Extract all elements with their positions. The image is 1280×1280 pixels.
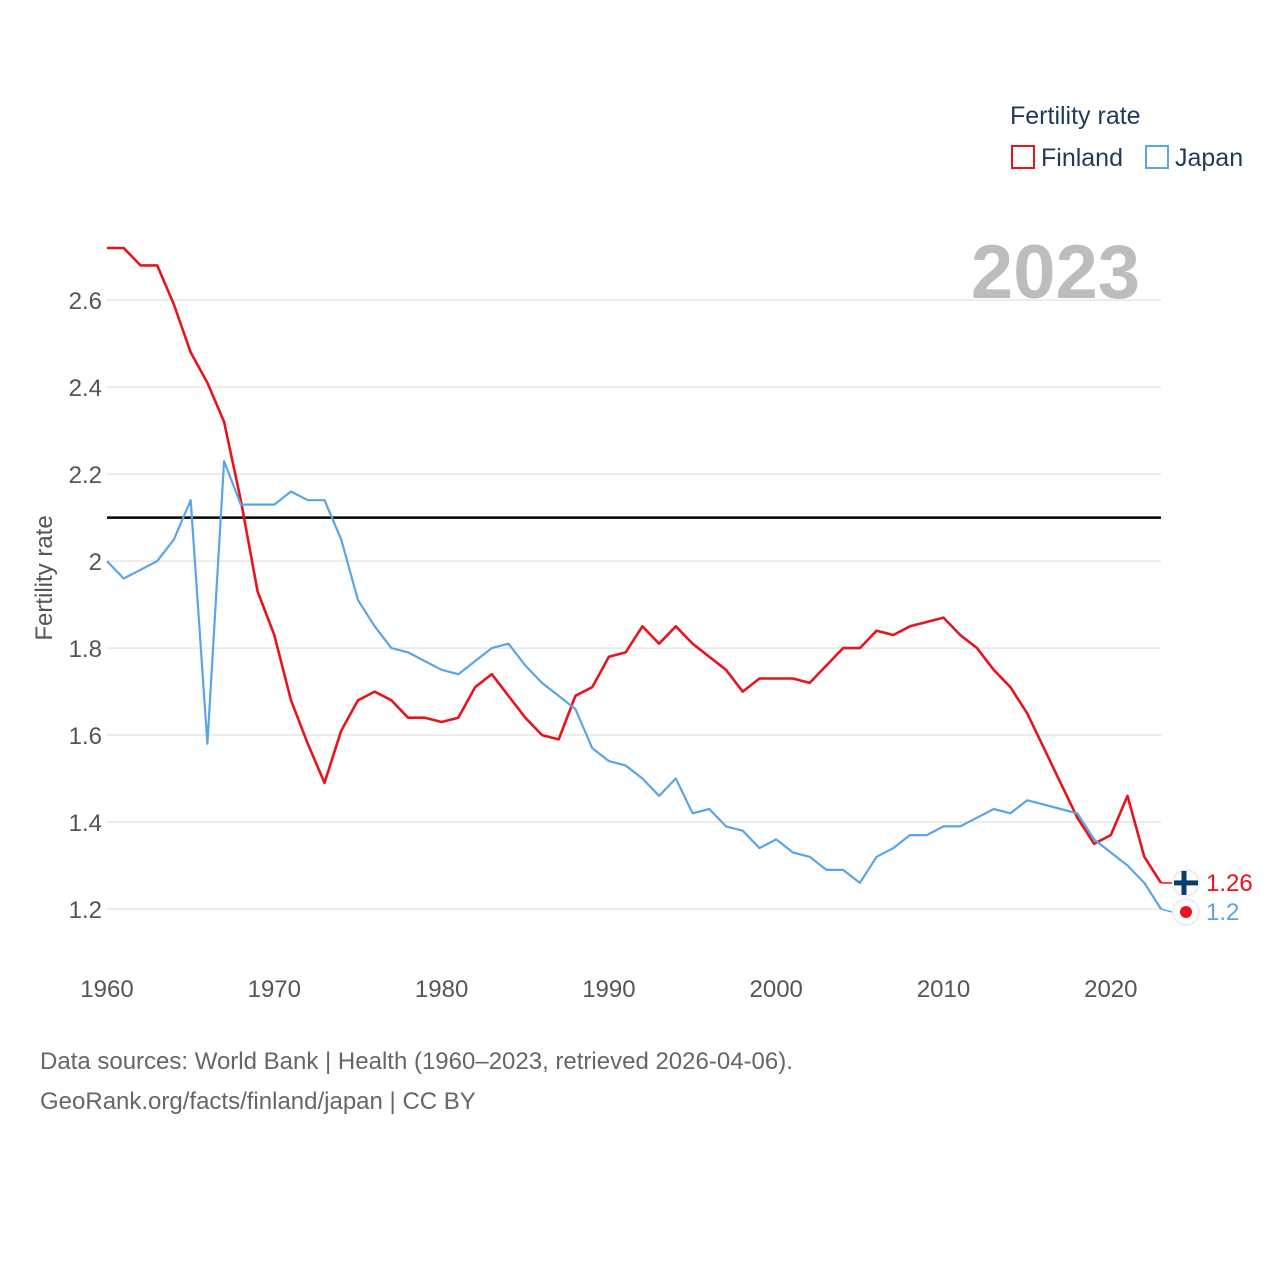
- legend-swatch-finland: [1011, 145, 1035, 169]
- series-end-markers: 1.26 1.2: [1172, 868, 1253, 926]
- series-line-finland[interactable]: [107, 246, 1163, 884]
- y-axis-title: Fertility rate: [31, 515, 58, 640]
- japan-end-connector: [1160, 908, 1173, 913]
- fertility-chart: 1.2 1.4 1.6 1.8 2 2.2 2.4 2.6 1960 1970 1980 1990 2…: [31, 102, 1253, 1003]
- y-tick-label: 2.2: [69, 462, 102, 489]
- x-tick-label: 1960: [80, 976, 133, 1003]
- source-line: Data sources: World Bank | Health (1960–…: [40, 1048, 793, 1075]
- y-tick-label: 2: [89, 549, 102, 576]
- y-tick-label: 1.8: [69, 636, 102, 663]
- y-tick-label: 1.2: [69, 897, 102, 924]
- x-tick-label: 1990: [582, 976, 635, 1003]
- series-lines: [106, 246, 1173, 913]
- source-footer: Data sources: World Bank | Health (1960–…: [40, 1042, 793, 1122]
- legend-label-finland[interactable]: Finland: [1041, 144, 1123, 172]
- x-tick-label: 2020: [1084, 976, 1137, 1003]
- legend-title: Fertility rate: [1010, 102, 1141, 130]
- x-tick-label: 2000: [750, 976, 803, 1003]
- x-axis-ticks: 1960 1970 1980 1990 2000 2010 2020: [80, 976, 1137, 1003]
- legend: Fertility rate Finland Japan: [1010, 102, 1243, 172]
- grid-lines: [107, 299, 1161, 910]
- attribution-line[interactable]: GeoRank.org/facts/finland/japan | CC BY: [40, 1088, 476, 1115]
- finland-flag-icon: [1172, 868, 1200, 897]
- x-tick-label: 2010: [917, 976, 970, 1003]
- japan-flag-icon: [1172, 898, 1200, 926]
- y-tick-label: 1.6: [69, 723, 102, 750]
- series-line-japan[interactable]: [106, 460, 1162, 910]
- y-tick-label: 2.4: [69, 375, 102, 402]
- x-tick-label: 1970: [248, 976, 301, 1003]
- current-year-label: 2023: [971, 230, 1140, 315]
- y-tick-label: 2.6: [69, 288, 102, 315]
- japan-end-value: 1.2: [1206, 899, 1239, 926]
- y-axis-ticks: 1.2 1.4 1.6 1.8 2 2.2 2.4 2.6: [69, 288, 102, 924]
- legend-label-japan[interactable]: Japan: [1175, 144, 1243, 172]
- legend-swatch-japan: [1145, 145, 1169, 169]
- finland-end-value: 1.26: [1206, 870, 1253, 897]
- y-tick-label: 1.4: [69, 810, 102, 837]
- x-tick-label: 1980: [415, 976, 468, 1003]
